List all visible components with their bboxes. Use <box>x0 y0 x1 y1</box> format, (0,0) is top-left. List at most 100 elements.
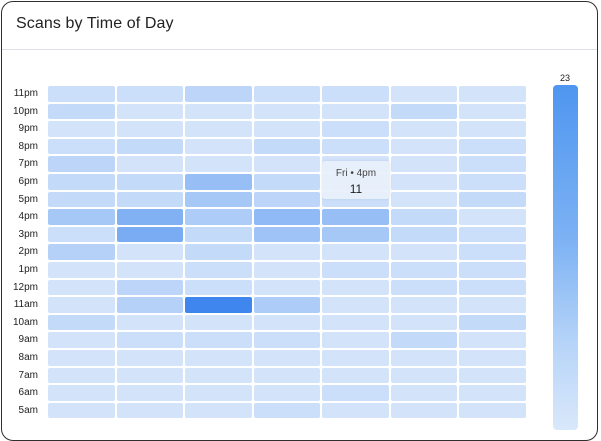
heatmap-cell[interactable] <box>459 156 526 172</box>
heatmap-cell[interactable] <box>390 314 457 331</box>
heatmap-cell[interactable] <box>48 226 115 243</box>
heatmap-cell[interactable] <box>253 297 320 313</box>
heatmap-cell[interactable] <box>390 191 457 208</box>
heatmap-cell[interactable] <box>116 121 183 137</box>
heatmap-cell[interactable] <box>253 385 320 401</box>
heatmap-cell[interactable] <box>116 244 183 260</box>
heatmap-cell[interactable] <box>116 314 183 331</box>
heatmap-cell[interactable] <box>185 86 252 102</box>
heatmap-cell[interactable] <box>253 279 320 296</box>
heatmap-cell[interactable] <box>185 350 252 366</box>
heatmap-cell[interactable] <box>322 402 389 419</box>
heatmap-cell[interactable] <box>253 103 320 120</box>
heatmap-cell[interactable] <box>253 138 320 155</box>
heatmap-cell[interactable] <box>322 244 389 260</box>
heatmap-cell[interactable] <box>390 103 457 120</box>
heatmap-cell[interactable] <box>185 191 252 208</box>
heatmap-cell[interactable] <box>390 332 457 348</box>
heatmap-cell[interactable] <box>459 367 526 384</box>
heatmap-cell[interactable] <box>185 367 252 384</box>
heatmap-cell[interactable] <box>185 314 252 331</box>
heatmap-cell[interactable] <box>322 86 389 102</box>
heatmap-cell[interactable] <box>390 402 457 419</box>
heatmap-cell[interactable] <box>459 191 526 208</box>
heatmap-cell[interactable] <box>116 209 183 225</box>
heatmap-cell[interactable] <box>459 297 526 313</box>
heatmap-cell[interactable] <box>253 262 320 278</box>
heatmap-cell[interactable] <box>459 262 526 278</box>
heatmap-cell[interactable] <box>116 103 183 120</box>
heatmap-cell[interactable] <box>253 191 320 208</box>
heatmap-cell[interactable] <box>459 174 526 190</box>
heatmap-cell[interactable] <box>48 244 115 260</box>
heatmap-cell[interactable] <box>48 332 115 348</box>
heatmap-cell[interactable] <box>116 156 183 172</box>
heatmap-cell[interactable] <box>390 121 457 137</box>
heatmap-cell[interactable] <box>48 209 115 225</box>
heatmap-cell[interactable] <box>185 332 252 348</box>
heatmap-cell[interactable] <box>253 314 320 331</box>
heatmap-cell[interactable] <box>390 279 457 296</box>
heatmap-cell[interactable] <box>253 174 320 190</box>
heatmap-cell[interactable] <box>48 279 115 296</box>
heatmap-cell[interactable] <box>48 314 115 331</box>
heatmap-cell[interactable] <box>390 350 457 366</box>
heatmap-cell[interactable] <box>253 226 320 243</box>
heatmap-cell[interactable] <box>459 402 526 419</box>
heatmap-cell[interactable] <box>390 156 457 172</box>
heatmap-cell[interactable] <box>459 385 526 401</box>
heatmap-cell[interactable] <box>390 226 457 243</box>
heatmap-cell[interactable] <box>185 103 252 120</box>
heatmap-cell[interactable] <box>390 367 457 384</box>
heatmap-cell[interactable] <box>322 279 389 296</box>
heatmap-cell[interactable] <box>322 103 389 120</box>
heatmap-cell[interactable] <box>390 209 457 225</box>
heatmap-cell[interactable] <box>48 402 115 419</box>
heatmap-cell[interactable] <box>390 262 457 278</box>
heatmap-cell[interactable] <box>390 297 457 313</box>
heatmap-cell[interactable] <box>459 350 526 366</box>
heatmap-cell[interactable] <box>116 191 183 208</box>
heatmap-cell[interactable] <box>185 262 252 278</box>
heatmap-cell[interactable] <box>185 279 252 296</box>
heatmap-cell[interactable] <box>322 385 389 401</box>
heatmap-cell[interactable] <box>185 121 252 137</box>
heatmap-cell[interactable] <box>48 103 115 120</box>
heatmap-cell[interactable] <box>253 244 320 260</box>
heatmap-cell[interactable] <box>48 174 115 190</box>
heatmap-cell[interactable] <box>459 226 526 243</box>
heatmap-cell[interactable] <box>116 385 183 401</box>
heatmap-cell[interactable] <box>185 385 252 401</box>
heatmap-cell[interactable] <box>322 297 389 313</box>
heatmap-cell[interactable] <box>322 226 389 243</box>
heatmap-cell[interactable] <box>185 244 252 260</box>
heatmap-cell[interactable] <box>459 138 526 155</box>
heatmap-cell[interactable] <box>253 209 320 225</box>
heatmap-cell[interactable] <box>390 174 457 190</box>
heatmap-cell[interactable] <box>116 332 183 348</box>
heatmap-cell[interactable] <box>322 138 389 155</box>
heatmap-cell[interactable] <box>253 350 320 366</box>
heatmap-cell[interactable] <box>116 138 183 155</box>
heatmap-cell[interactable] <box>390 86 457 102</box>
heatmap-cell[interactable] <box>185 297 252 313</box>
heatmap-cell[interactable] <box>185 138 252 155</box>
heatmap-cell[interactable] <box>322 121 389 137</box>
heatmap-cell[interactable] <box>48 86 115 102</box>
heatmap-cell[interactable] <box>253 156 320 172</box>
heatmap-cell[interactable] <box>116 226 183 243</box>
heatmap-cell[interactable] <box>253 86 320 102</box>
heatmap-cell[interactable] <box>253 121 320 137</box>
heatmap-cell[interactable] <box>116 174 183 190</box>
heatmap-cell[interactable] <box>116 279 183 296</box>
heatmap-cell[interactable] <box>48 262 115 278</box>
heatmap-cell[interactable] <box>322 332 389 348</box>
heatmap-cell[interactable] <box>185 209 252 225</box>
heatmap-cell[interactable] <box>185 226 252 243</box>
heatmap-cell[interactable] <box>116 262 183 278</box>
heatmap-cell[interactable] <box>48 350 115 366</box>
heatmap-cell[interactable] <box>322 350 389 366</box>
heatmap-cell[interactable] <box>253 367 320 384</box>
heatmap-cell[interactable] <box>116 297 183 313</box>
heatmap-cell[interactable] <box>390 138 457 155</box>
